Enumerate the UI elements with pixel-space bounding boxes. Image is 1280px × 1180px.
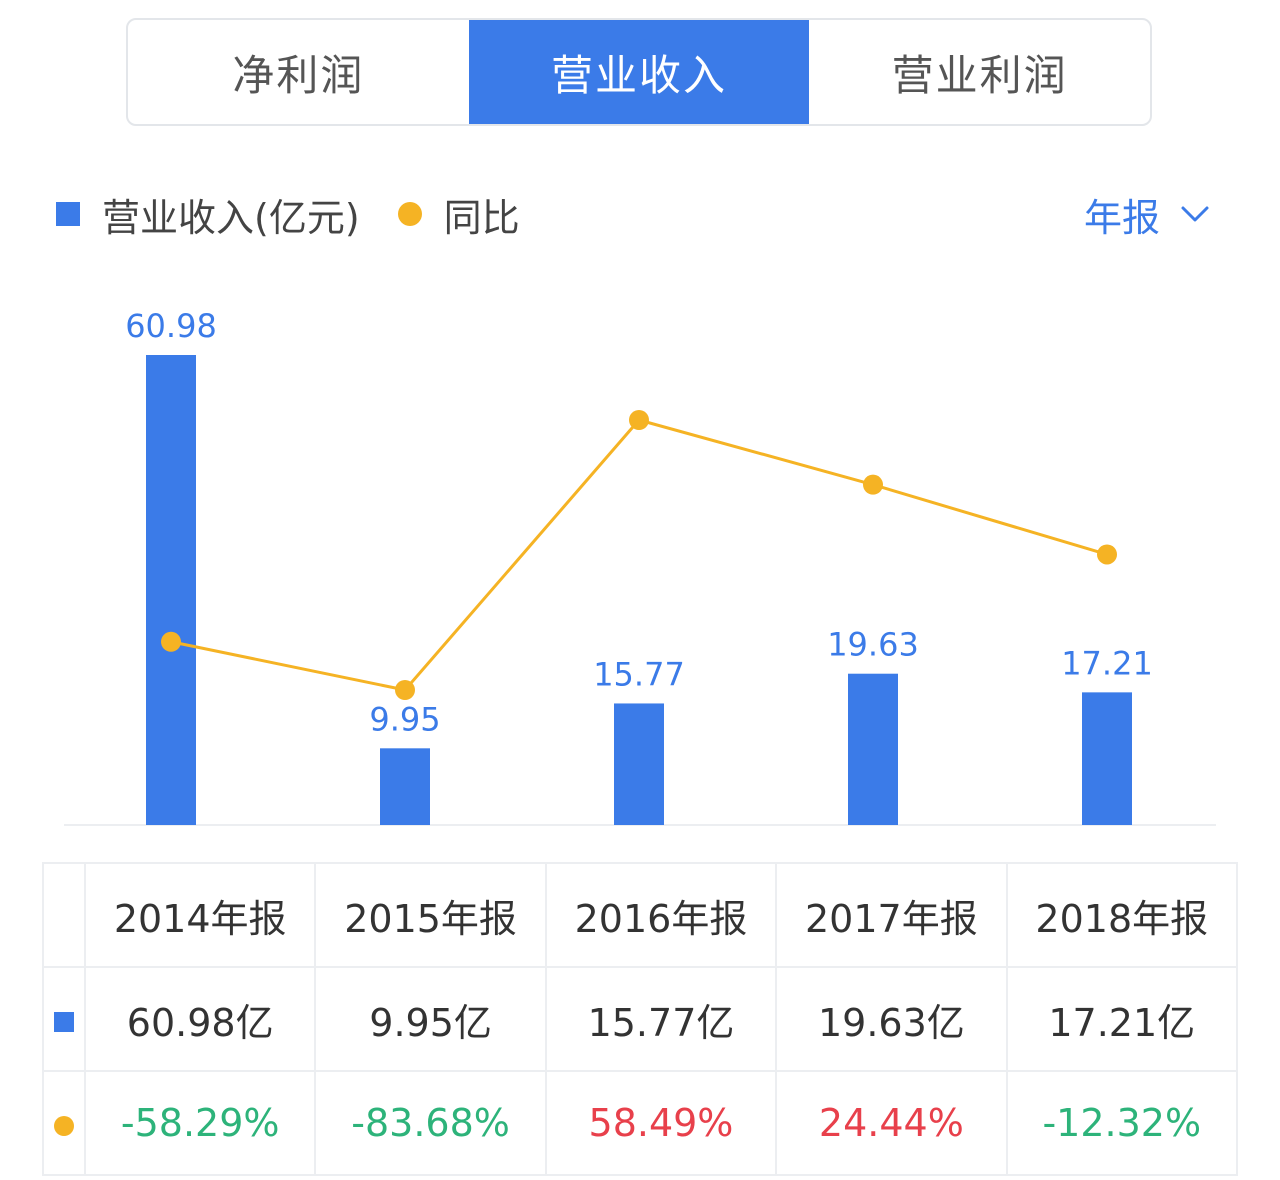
table-row-revenue: 60.98亿 9.95亿 15.77亿 19.63亿 17.21亿 (42, 966, 1239, 1072)
table-cell-revenue: 9.95亿 (314, 966, 547, 1072)
yoy-point[interactable] (863, 474, 883, 495)
yoy-point[interactable] (395, 680, 415, 700)
table-cell-revenue: 19.63亿 (775, 966, 1008, 1072)
bars-layer (146, 355, 1132, 825)
yoy-point[interactable] (1097, 544, 1117, 565)
table-cell-revenue: 17.21亿 (1005, 966, 1239, 1072)
chart-legend: 营业收入(亿元) 同比 (56, 186, 520, 242)
table-header: 2014年报 (83, 862, 317, 968)
table-corner-cell (42, 862, 86, 968)
revenue-bar[interactable] (380, 748, 430, 825)
table-header: 2015年报 (314, 862, 547, 968)
period-select[interactable]: 年报 (1084, 186, 1210, 242)
yoy-legend-marker (397, 202, 422, 226)
yoy-line (170, 418, 1108, 692)
period-select-value: 年报 (1083, 195, 1160, 240)
tab-net-profit[interactable]: 净利润 (232, 50, 365, 100)
table-cell-yoy: -12.32% (1005, 1070, 1239, 1176)
tab-revenue[interactable]: 营业收入 (468, 20, 810, 124)
yoy-point[interactable] (629, 410, 649, 430)
bar-value-label: 9.95 (369, 700, 440, 738)
bar-value-label: 17.21 (1061, 644, 1153, 682)
bar-labels-layer: 60.98 9.95 15.77 19.63 17.21 (125, 307, 1153, 738)
table-header-row: 2014年报 2015年报 2016年报 2017年报 2018年报 (42, 862, 1239, 968)
tab-operating-profit[interactable]: 营业利润 (891, 50, 1068, 100)
revenue-legend-label: 营业收入(亿元) (102, 195, 360, 240)
table-cell-yoy: -83.68% (314, 1070, 547, 1176)
table-cell-revenue: 60.98亿 (83, 966, 317, 1072)
table-header: 2016年报 (544, 862, 778, 968)
bar-value-label: 19.63 (827, 626, 919, 664)
table-cell-yoy: -58.29% (83, 1070, 317, 1176)
table-header: 2018年报 (1005, 862, 1239, 968)
bar-value-label: 15.77 (593, 655, 685, 693)
revenue-row-marker (42, 966, 86, 1072)
table-header: 2017年报 (775, 862, 1008, 968)
revenue-bar[interactable] (848, 673, 898, 825)
chevron-down-icon (1180, 204, 1210, 224)
yoy-point[interactable] (161, 631, 181, 652)
yoy-dot-icon (54, 1116, 74, 1136)
bar-value-label: 60.98 (125, 307, 217, 345)
revenue-bar[interactable] (146, 355, 196, 825)
yoy-legend-label: 同比 (443, 195, 520, 240)
revenue-bar[interactable] (614, 703, 664, 825)
table-cell-revenue: 15.77亿 (544, 966, 778, 1072)
revenue-square-icon (54, 1012, 74, 1032)
table-cell-yoy: 24.44% (775, 1070, 1008, 1176)
table-row-yoy: -58.29% -83.68% 58.49% 24.44% -12.32% (42, 1070, 1239, 1176)
data-table: 2014年报 2015年报 2016年报 2017年报 2018年报 60.98… (42, 862, 1239, 1176)
yoy-row-marker (42, 1070, 86, 1176)
revenue-bar[interactable] (1082, 692, 1132, 825)
metric-tabs: 净利润 营业收入 营业利润 (126, 18, 1152, 126)
table-cell-yoy: 58.49% (544, 1070, 778, 1176)
revenue-legend-marker (56, 202, 80, 226)
revenue-chart: 60.98 9.95 15.77 19.63 17.21 (64, 307, 1216, 826)
yoy-line-layer (161, 410, 1117, 700)
